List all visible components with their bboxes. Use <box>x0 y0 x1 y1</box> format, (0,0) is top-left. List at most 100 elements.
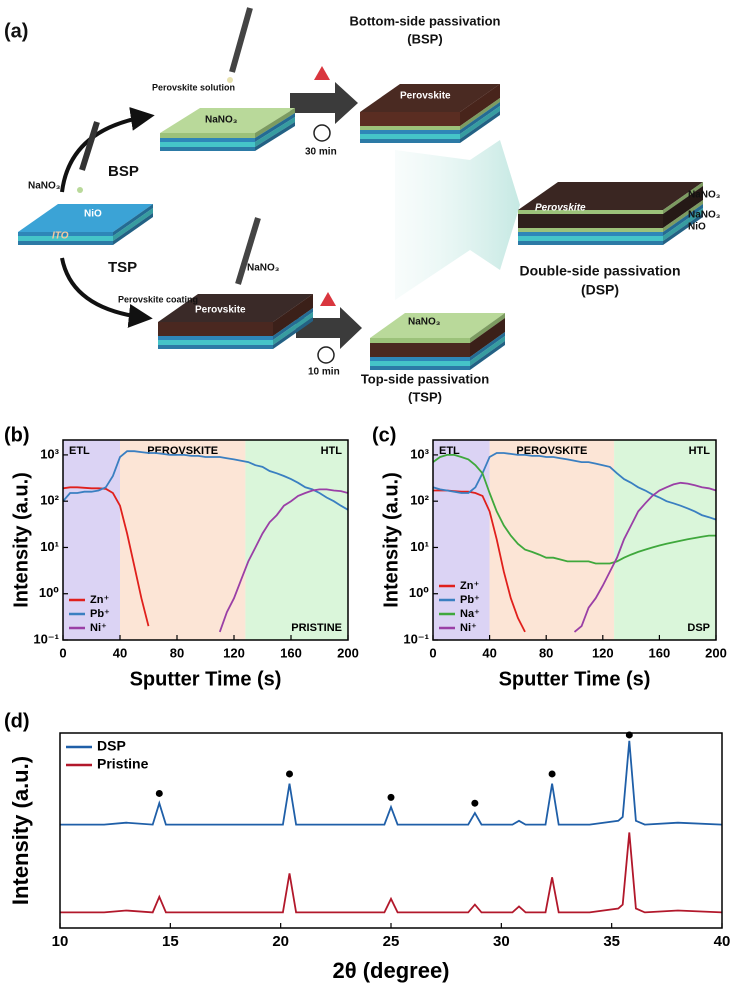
step-label: Perovskite coating <box>118 294 198 304</box>
layer-shade <box>460 102 500 134</box>
y-tick-label: 10⁰ <box>39 585 59 600</box>
route-arrow <box>60 106 155 193</box>
layer-shade <box>470 341 505 370</box>
layer-label: NiO <box>688 222 706 233</box>
drop-label: NaNO₃ <box>247 263 280 274</box>
layer-top <box>360 84 500 112</box>
x-tick-label: 10 <box>52 933 69 950</box>
layer-shade <box>113 204 153 236</box>
layer-front <box>518 214 663 228</box>
layer-side <box>663 208 703 241</box>
layer-front <box>158 345 273 349</box>
result-title: Bottom-side passivation <box>350 13 501 28</box>
droplet <box>77 187 83 193</box>
layer-shade <box>663 186 703 228</box>
panel-label: (d) <box>4 710 30 732</box>
region-label: ETL <box>69 445 90 457</box>
region-label: ETL <box>439 445 460 457</box>
series-line <box>433 452 716 521</box>
layer-shade <box>460 111 500 143</box>
x-axis-label: Sputter Time (s) <box>130 668 282 690</box>
y-tick-label: 10² <box>410 493 429 508</box>
pipette <box>235 217 261 285</box>
layer-front <box>370 343 470 357</box>
layer-front <box>160 142 255 147</box>
layer-front <box>518 241 663 245</box>
time-label: 10 min <box>308 367 340 378</box>
layer-top <box>370 313 505 338</box>
layer-shade <box>663 182 703 214</box>
x-tick-label: 80 <box>539 645 553 660</box>
heat-icon <box>314 66 330 80</box>
layer-label: NaNO₃ <box>408 317 441 328</box>
peak-marker <box>285 770 293 778</box>
legend-label: Ni⁺ <box>90 622 107 634</box>
layer-side <box>460 102 500 134</box>
layer-shade <box>470 313 505 343</box>
series-line <box>433 454 716 565</box>
layer-shade <box>663 204 703 236</box>
x-tick-label: 25 <box>383 933 400 950</box>
layer-label: NaNO₃ <box>28 181 61 192</box>
layer-front <box>360 134 460 139</box>
layer-front <box>370 357 470 361</box>
layer-shade <box>273 308 313 340</box>
layer-side <box>273 317 313 349</box>
peak-marker <box>155 789 163 797</box>
region <box>614 440 716 640</box>
clock-icon <box>317 346 335 364</box>
legend-label: Na⁺ <box>460 608 480 620</box>
panel-label: (c) <box>372 424 396 446</box>
layer-side <box>255 113 295 142</box>
x-tick-label: 40 <box>113 645 127 660</box>
y-tick-label: 10⁻¹ <box>403 631 429 646</box>
layer-shade <box>460 98 500 130</box>
x-tick-label: 30 <box>493 933 510 950</box>
y-tick-label: 10⁻¹ <box>33 631 59 646</box>
layer-front <box>158 340 273 345</box>
layer-side <box>460 84 500 126</box>
x-tick-label: 40 <box>714 933 731 950</box>
x-tick-label: 15 <box>162 933 179 950</box>
region-label: PEROVSKITE <box>516 445 587 457</box>
layer-label: NaNO₃ <box>688 190 721 201</box>
y-tick-label: 10¹ <box>410 539 429 554</box>
legend-label: Pristine <box>97 756 149 772</box>
layer-side <box>273 312 313 345</box>
plot-frame <box>62 439 349 641</box>
y-tick-label: 10⁰ <box>409 585 429 600</box>
region <box>63 440 120 640</box>
layer-side <box>470 341 505 370</box>
film-label: Perovskite <box>195 305 246 316</box>
clock-icon <box>313 124 331 142</box>
layer-side <box>470 313 505 343</box>
layer-front <box>370 361 470 366</box>
layer-front <box>518 228 663 232</box>
legend-label: Pb⁺ <box>90 608 110 620</box>
layer-shade <box>273 312 313 345</box>
layer-side <box>255 122 295 151</box>
layer-front <box>360 126 460 130</box>
layer-front <box>158 322 273 336</box>
layer-side <box>470 318 505 357</box>
layer-shade <box>255 117 295 147</box>
layer-front <box>160 138 255 142</box>
legend-label: DSP <box>97 738 126 754</box>
result-title: Top-side passivation <box>361 371 489 386</box>
result-title: Double-side passivation <box>519 263 680 279</box>
y-axis-label: Intensity (a.u.) <box>8 756 33 905</box>
x-axis-label: Sputter Time (s) <box>499 668 651 690</box>
y-axis-label: Intensity (a.u.) <box>380 472 402 608</box>
layer-top <box>18 204 153 232</box>
x-tick-label: 40 <box>482 645 496 660</box>
result-abbr: (DSP) <box>581 282 619 298</box>
legend-label: Zn⁺ <box>90 594 109 606</box>
layer-side <box>255 108 295 138</box>
x-axis-label: 2θ (degree) <box>332 958 449 983</box>
layer-label: NiO <box>84 209 102 220</box>
plot-frame <box>432 439 717 641</box>
layer-side <box>663 182 703 214</box>
layer-front <box>370 338 470 343</box>
layer-front <box>360 139 460 143</box>
